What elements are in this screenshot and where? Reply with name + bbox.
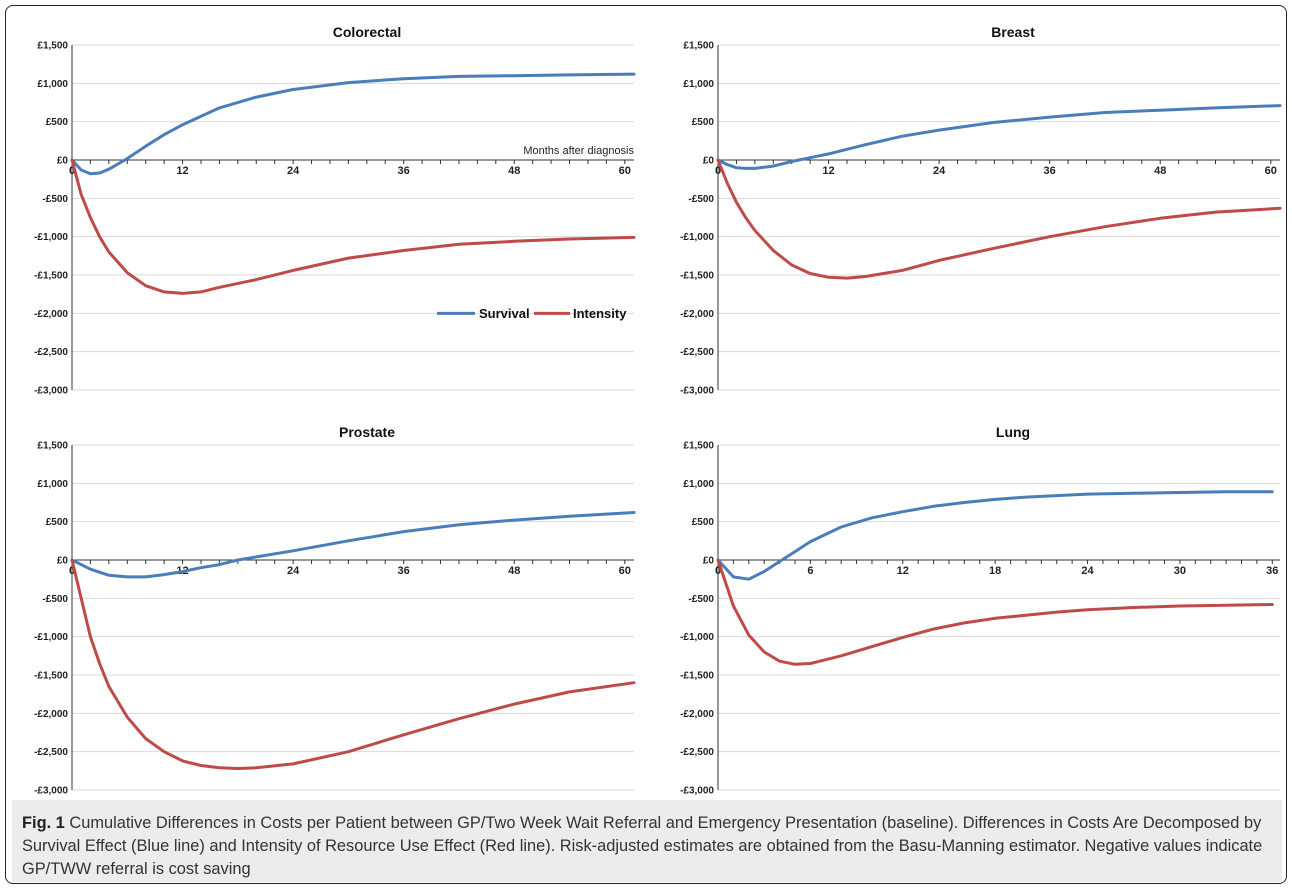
x-tick-label: 24 xyxy=(933,165,946,177)
intensity-line xyxy=(70,558,636,770)
x-axis-label: Months after diagnosis xyxy=(523,145,634,157)
y-tick-label: -£3,000 xyxy=(680,386,714,397)
x-tick-label: 12 xyxy=(176,165,188,177)
survival-line xyxy=(70,511,636,579)
y-tick-label: £0 xyxy=(703,156,715,167)
y-tick-label: -£1,500 xyxy=(34,671,68,682)
y-tick-label: -£500 xyxy=(42,194,68,205)
caption-text: Cumulative Differences in Costs per Pati… xyxy=(22,814,1263,878)
y-tick-label: -£2,000 xyxy=(34,309,68,320)
legend-survival-label: Survival xyxy=(479,306,530,321)
y-tick-label: £500 xyxy=(46,517,69,528)
y-tick-label: -£500 xyxy=(688,194,714,205)
caption-lead: Fig. 1 xyxy=(22,814,65,832)
y-tick-label: £1,000 xyxy=(683,79,714,90)
x-tick-label: 0 xyxy=(69,565,75,577)
y-tick-label: £1,500 xyxy=(37,41,68,52)
y-tick-label: -£1,500 xyxy=(34,271,68,282)
chart-title: Breast xyxy=(991,24,1035,40)
y-tick-label: -£3,000 xyxy=(34,386,68,397)
y-tick-label: £500 xyxy=(692,117,715,128)
y-tick-label: -£3,000 xyxy=(680,786,714,797)
lung-chart: £1,500 £1,000 £500 £0 -£500 -£1,000 -£1,500 -£2… xyxy=(680,424,1280,797)
prostate-chart: £1,500 £1,000 £500 £0 -£500 -£1,000 -£1,500 -£2… xyxy=(34,424,636,797)
y-tick-label: £0 xyxy=(703,556,715,567)
y-tick-label: -£3,000 xyxy=(34,786,68,797)
y-tick-label: £1,000 xyxy=(683,479,714,490)
y-tick-label: £1,500 xyxy=(683,441,714,452)
intensity-line xyxy=(716,158,1282,280)
x-tick-label: 36 xyxy=(398,565,410,577)
y-tick-label: -£1,500 xyxy=(680,271,714,282)
y-tick-label: -£1,000 xyxy=(680,232,714,243)
figure-caption: Fig. 1 Cumulative Differences in Costs p… xyxy=(22,812,1272,881)
intensity-line xyxy=(716,558,1274,666)
x-tick-label: 30 xyxy=(1174,565,1186,577)
chart-title: Colorectal xyxy=(333,24,401,40)
y-tick-label: -£1,500 xyxy=(680,671,714,682)
x-tick-label: 24 xyxy=(1081,565,1094,577)
x-tick-label: 48 xyxy=(1154,165,1166,177)
x-tick-label: 36 xyxy=(1044,165,1056,177)
y-tick-label: -£500 xyxy=(688,594,714,605)
legend: Survival Intensity xyxy=(437,306,627,321)
y-tick-label: £1,000 xyxy=(37,479,68,490)
y-tick-label: -£1,000 xyxy=(680,632,714,643)
x-tick-label: 48 xyxy=(508,165,520,177)
survival-line xyxy=(70,72,636,176)
x-tick-label: 60 xyxy=(619,565,631,577)
y-tick-label: -£1,000 xyxy=(34,632,68,643)
y-tick-label: £1,500 xyxy=(37,441,68,452)
caption-box xyxy=(12,800,1282,882)
y-tick-label: -£1,000 xyxy=(34,232,68,243)
intensity-line xyxy=(70,158,636,295)
y-tick-label: £0 xyxy=(57,156,69,167)
x-tick-label: 36 xyxy=(1266,565,1278,577)
y-tick-label: £500 xyxy=(46,117,69,128)
y-tick-label: £1,000 xyxy=(37,79,68,90)
x-tick-label: 0 xyxy=(69,165,75,177)
x-tick-label: 24 xyxy=(287,165,300,177)
chart-title: Prostate xyxy=(339,424,395,440)
y-tick-label: -£2,000 xyxy=(680,709,714,720)
y-tick-label: -£2,000 xyxy=(34,709,68,720)
colorectal-chart: £1,500 £1,000 £500 £0 -£500 -£1,000 -£1,500 -£2… xyxy=(34,24,636,397)
x-tick-label: 24 xyxy=(287,565,300,577)
survival-line xyxy=(716,490,1274,581)
x-tick-label: 60 xyxy=(1265,165,1277,177)
y-tick-label: £1,500 xyxy=(683,41,714,52)
y-tick-label: -£2,500 xyxy=(680,747,714,758)
y-tick-label: £500 xyxy=(692,517,715,528)
x-tick-label: 36 xyxy=(398,165,410,177)
figure-charts: £1,500 £1,000 £500 £0 -£500 -£1,000 -£1,500 -£2… xyxy=(34,24,1282,797)
x-tick-label: 12 xyxy=(822,165,834,177)
chart-title: Lung xyxy=(996,424,1030,440)
x-tick-label: 18 xyxy=(989,565,1001,577)
x-tick-label: 12 xyxy=(897,565,909,577)
survival-line xyxy=(716,104,1282,170)
x-tick-label: 0 xyxy=(715,565,721,577)
x-tick-label: 48 xyxy=(508,565,520,577)
x-tick-label: 60 xyxy=(619,165,631,177)
breast-chart: £1,500 £1,000 £500 £0 -£500 -£1,000 -£1,500 -£2… xyxy=(680,24,1282,397)
y-tick-label: -£2,000 xyxy=(680,309,714,320)
y-tick-label: £0 xyxy=(57,556,69,567)
x-tick-label: 0 xyxy=(715,165,721,177)
y-tick-label: -£2,500 xyxy=(34,747,68,758)
y-tick-label: -£2,500 xyxy=(680,347,714,358)
y-tick-label: -£2,500 xyxy=(34,347,68,358)
y-tick-label: -£500 xyxy=(42,594,68,605)
legend-intensity-label: Intensity xyxy=(573,306,627,321)
x-tick-label: 6 xyxy=(807,565,813,577)
